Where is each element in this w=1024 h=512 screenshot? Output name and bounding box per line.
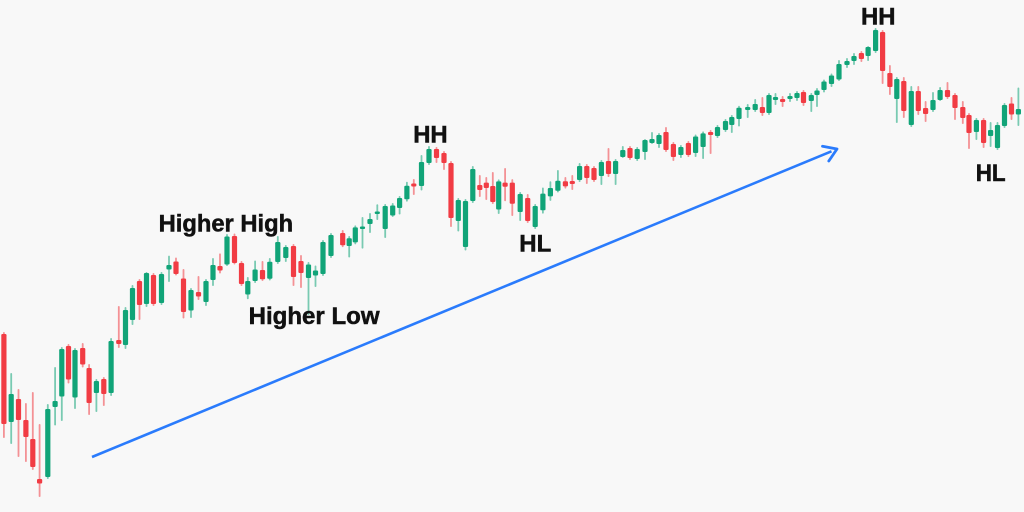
svg-text:HH: HH bbox=[861, 3, 896, 30]
svg-text:HL: HL bbox=[976, 160, 1006, 187]
svg-text:Higher Low: Higher Low bbox=[249, 303, 380, 330]
svg-text:Higher High: Higher High bbox=[159, 211, 294, 238]
svg-text:HL: HL bbox=[519, 230, 551, 257]
svg-text:HH: HH bbox=[413, 122, 448, 149]
